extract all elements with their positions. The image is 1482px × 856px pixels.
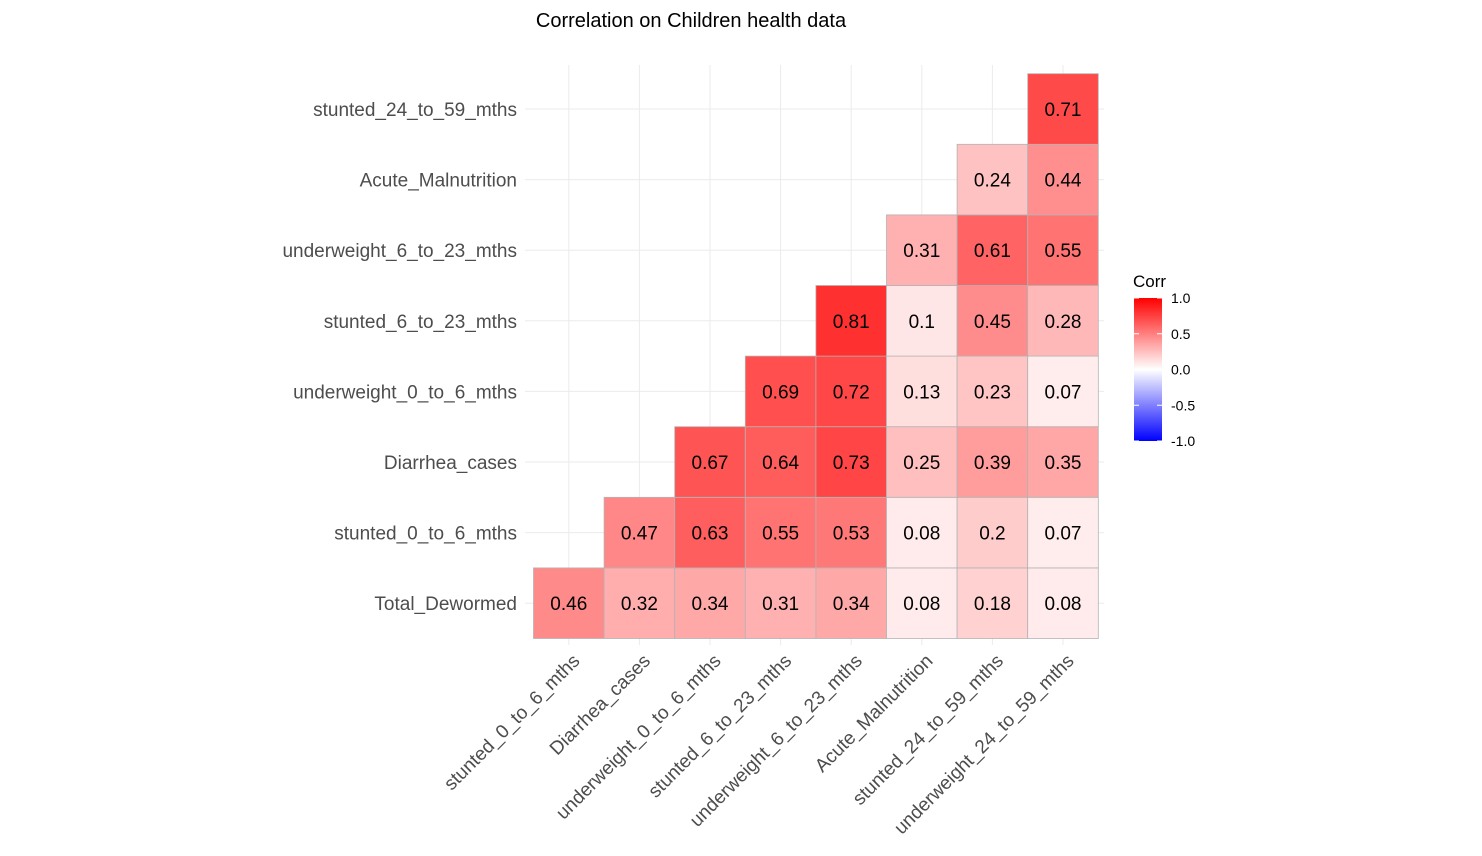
heatmap-cell (956, 567, 1029, 639)
cell-value-label: 0.35 (1045, 453, 1082, 474)
heatmap-cell (744, 355, 817, 428)
legend: Corr 1.0 0.5 0.0 -0.5 -1.0 (1133, 272, 1195, 449)
heatmap-cell (815, 567, 887, 639)
cell-value-label: 0.61 (974, 241, 1011, 262)
cell-value-label: 0.64 (762, 453, 799, 474)
cell-value-label: 0.53 (833, 524, 870, 545)
y-axis-tick-labels: Total_Dewormed stunted_0_to_6_mths Diarrhe… (282, 100, 517, 615)
cell-value-label: 0.31 (762, 594, 799, 615)
heatmap-cell (886, 567, 958, 639)
cell-value-label: 0.24 (974, 171, 1011, 192)
cell-value-label: 0.28 (1045, 312, 1082, 333)
y-tick-label: Acute_Malnutrition (360, 171, 517, 192)
heatmap-cell (956, 426, 1029, 498)
heatmap-cell (744, 567, 817, 639)
heatmap-cell (674, 426, 746, 498)
heatmap-cell (956, 496, 1029, 569)
x-axis-tick-labels: stunted_0_to_6_mthsDiarrhea_casesunderwe… (440, 651, 1078, 839)
cell-value-label: 0.73 (833, 453, 870, 474)
y-tick-label: Diarrhea_cases (384, 453, 517, 474)
y-tick-label: Total_Dewormed (374, 594, 517, 615)
legend-tick-label: 0.5 (1171, 326, 1191, 342)
chart-title: Correlation on Children health data (536, 10, 847, 32)
heatmap-cell (886, 214, 958, 286)
heatmap-cell (956, 214, 1029, 286)
heatmap-cell (956, 143, 1029, 216)
heatmap-cell (886, 285, 958, 357)
cell-value-label: 0.72 (833, 382, 870, 403)
x-tick-label: Acute_Malnutrition (811, 651, 937, 777)
cell-value-label: 0.18 (974, 594, 1011, 615)
cell-value-label: 0.39 (974, 453, 1011, 474)
cell-value-label: 0.34 (692, 594, 729, 615)
cell-value-label: 0.07 (1045, 382, 1082, 403)
cell-value-label: 0.45 (974, 312, 1011, 333)
heatmap-cell (744, 496, 817, 569)
cell-value-label: 0.46 (550, 594, 587, 615)
y-tick-label: stunted_6_to_23_mths (324, 312, 517, 333)
heatmap-cell (1027, 143, 1099, 216)
heatmap-cell (533, 567, 605, 639)
heatmap-cell (744, 426, 817, 498)
cell-value-label: 0.63 (692, 524, 729, 545)
cell-value-label: 0.34 (833, 594, 870, 615)
cell-value-label: 0.55 (1045, 241, 1082, 262)
heatmap-cell (815, 496, 887, 569)
heatmap-cell (674, 567, 746, 639)
legend-tick-label: -1.0 (1171, 433, 1195, 449)
heatmap-cell (815, 355, 887, 428)
y-tick-label: underweight_0_to_6_mths (293, 382, 517, 403)
heatmap-cell (1027, 73, 1099, 145)
cell-value-label: 0.08 (903, 594, 940, 615)
cell-value-label: 0.07 (1045, 524, 1082, 545)
cell-value-label: 0.47 (621, 524, 658, 545)
cell-value-label: 0.23 (974, 382, 1011, 403)
cell-value-label: 0.32 (621, 594, 658, 615)
cell-value-label: 0.08 (903, 524, 940, 545)
cell-value-label: 0.2 (979, 524, 1005, 545)
cell-value-label: 0.1 (909, 312, 935, 333)
y-tick-label: stunted_24_to_59_mths (313, 100, 517, 121)
heatmap-cell-labels: 0.46 0.32 0.34 0.31 0.34 0.08 0.18 0.08 0.47 0.63… (550, 100, 1082, 615)
x-tick-label: stunted_0_to_6_mths (440, 651, 584, 795)
x-tick-label: stunted_6_to_23_mths (645, 651, 797, 803)
heatmap-cell (886, 426, 958, 498)
heatmap-cell (603, 567, 676, 639)
cell-value-label: 0.44 (1045, 171, 1082, 192)
cell-value-label: 0.55 (762, 524, 799, 545)
legend-tick-label: -0.5 (1171, 397, 1195, 413)
cell-value-label: 0.25 (903, 453, 940, 474)
heatmap-cell (886, 496, 958, 569)
cell-value-label: 0.81 (833, 312, 870, 333)
legend-tick-label: 0.0 (1171, 362, 1191, 378)
cell-value-label: 0.13 (903, 382, 940, 403)
cell-value-label: 0.08 (1045, 594, 1082, 615)
heatmap-cell (1027, 496, 1099, 569)
heatmap-cell (1027, 285, 1099, 357)
heatmap-cell (603, 496, 676, 569)
y-tick-label: stunted_0_to_6_mths (334, 524, 517, 545)
y-tick-label: underweight_6_to_23_mths (282, 241, 517, 262)
heatmap-cell (674, 496, 746, 569)
heatmap-cell (1027, 567, 1099, 639)
cell-value-label: 0.67 (692, 453, 729, 474)
legend-ticks: 1.0 0.5 0.0 -0.5 -1.0 (1134, 290, 1195, 449)
cell-value-label: 0.31 (903, 241, 940, 262)
cell-value-label: 0.69 (762, 382, 799, 403)
legend-tick-label: 1.0 (1171, 290, 1191, 306)
heatmap-cell (1027, 355, 1099, 428)
heatmap-cell (815, 285, 887, 357)
heatmap-cell (1027, 426, 1099, 498)
cell-value-label: 0.71 (1045, 100, 1082, 121)
heatmap-cells (533, 73, 1099, 639)
legend-title: Corr (1133, 272, 1166, 291)
